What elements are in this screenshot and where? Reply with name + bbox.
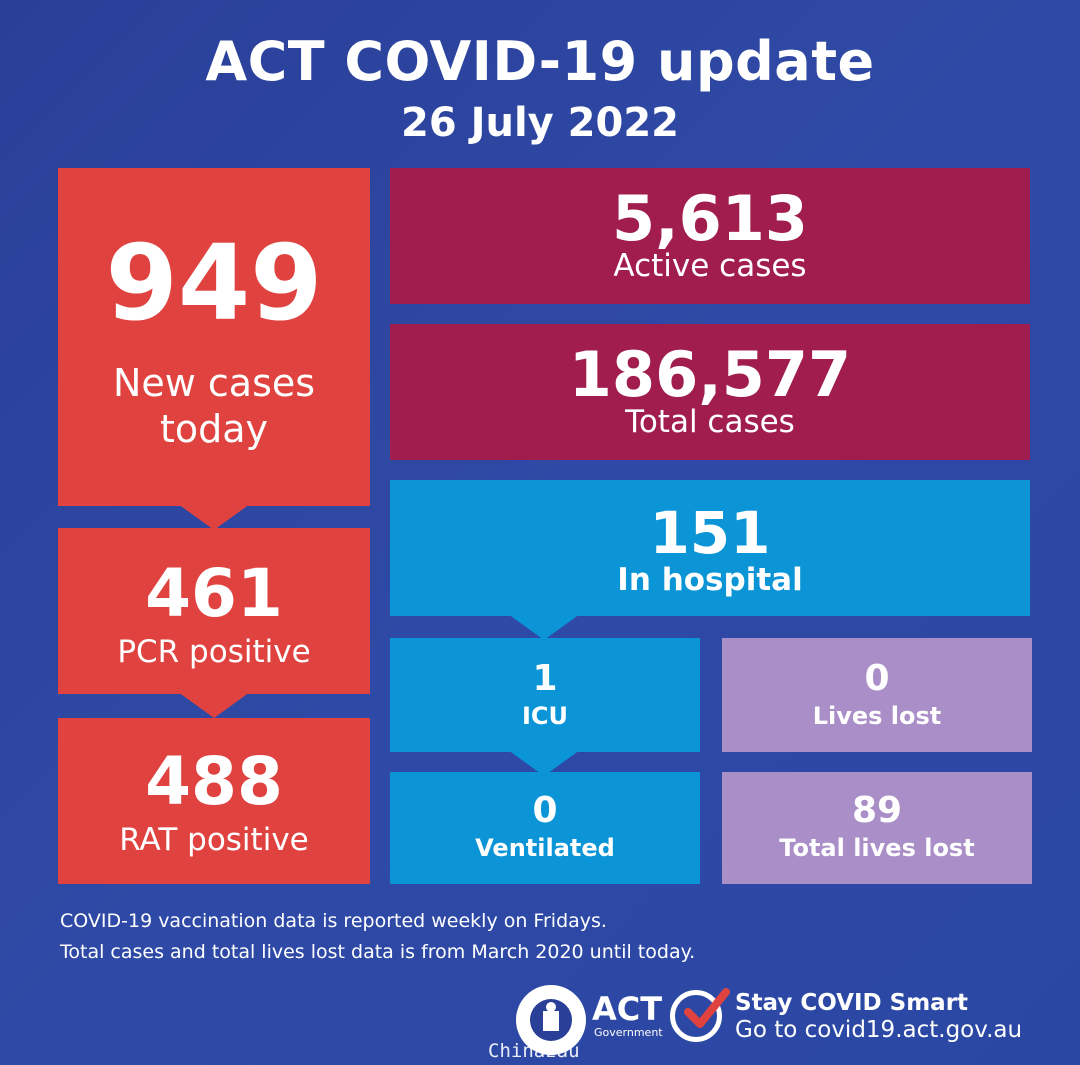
ventilated-value: 0 [532,790,558,831]
checkmark-icon [684,988,730,1028]
note-line-1: COVID-19 vaccination data is reported we… [60,910,607,932]
total-cases-label: Total cases [625,404,795,440]
arrow-down-icon [508,750,580,776]
total-cases-value: 186,577 [568,338,852,411]
icu-tile: 1 ICU [390,638,700,752]
lives-lost-tile: 0 Lives lost [722,638,1032,752]
new-cases-tile: 949 New cases today [58,168,370,506]
active-cases-tile: 5,613 Active cases [390,168,1030,304]
pcr-tile: 461 PCR positive [58,528,370,694]
checkmark-circle-icon [670,990,722,1042]
pcr-value: 461 [145,555,283,632]
new-cases-label-line2: today [159,407,269,451]
hospital-tile: 151 In hospital [390,480,1030,616]
icu-value: 1 [532,658,558,699]
total-lives-lost-value: 89 [851,790,903,831]
rat-label: RAT positive [119,822,309,858]
total-lives-lost-label: Total lives lost [779,834,975,862]
rat-tile: 488 RAT positive [58,718,370,884]
stay-covid-smart: Stay COVID Smart [735,990,969,1016]
ventilated-label: Ventilated [475,834,615,862]
active-cases-value: 5,613 [611,182,809,255]
pcr-label: PCR positive [117,634,311,670]
note-line-2: Total cases and total lives lost data is… [60,941,696,963]
act-logo-text: ACT [592,990,663,1028]
total-lives-lost-tile: 89 Total lives lost [722,772,1032,884]
watermark: Chinazau [488,1040,580,1062]
act-government-text: Government [594,1026,663,1039]
lives-lost-label: Lives lost [812,702,942,730]
new-cases-value: 949 [105,222,323,344]
icu-label: ICU [521,702,569,730]
hospital-label: In hospital [617,562,803,598]
hospital-value: 151 [649,499,771,567]
page-title: ACT COVID-19 update [205,30,875,93]
total-cases-tile: 186,577 Total cases [390,324,1030,460]
arrow-down-icon [178,504,250,530]
new-cases-label-line1: New cases [112,361,316,405]
rat-value: 488 [145,743,283,820]
act-crest-icon [516,985,586,1055]
ventilated-tile: 0 Ventilated [390,772,700,884]
arrow-down-icon [178,692,250,718]
active-cases-label: Active cases [613,248,807,284]
notes: COVID-19 vaccination data is reported we… [60,906,695,968]
covid-website-link[interactable]: Go to covid19.act.gov.au [735,1017,1023,1043]
lives-lost-value: 0 [864,658,890,699]
page-date: 26 July 2022 [401,100,679,146]
arrow-down-icon [508,614,580,640]
